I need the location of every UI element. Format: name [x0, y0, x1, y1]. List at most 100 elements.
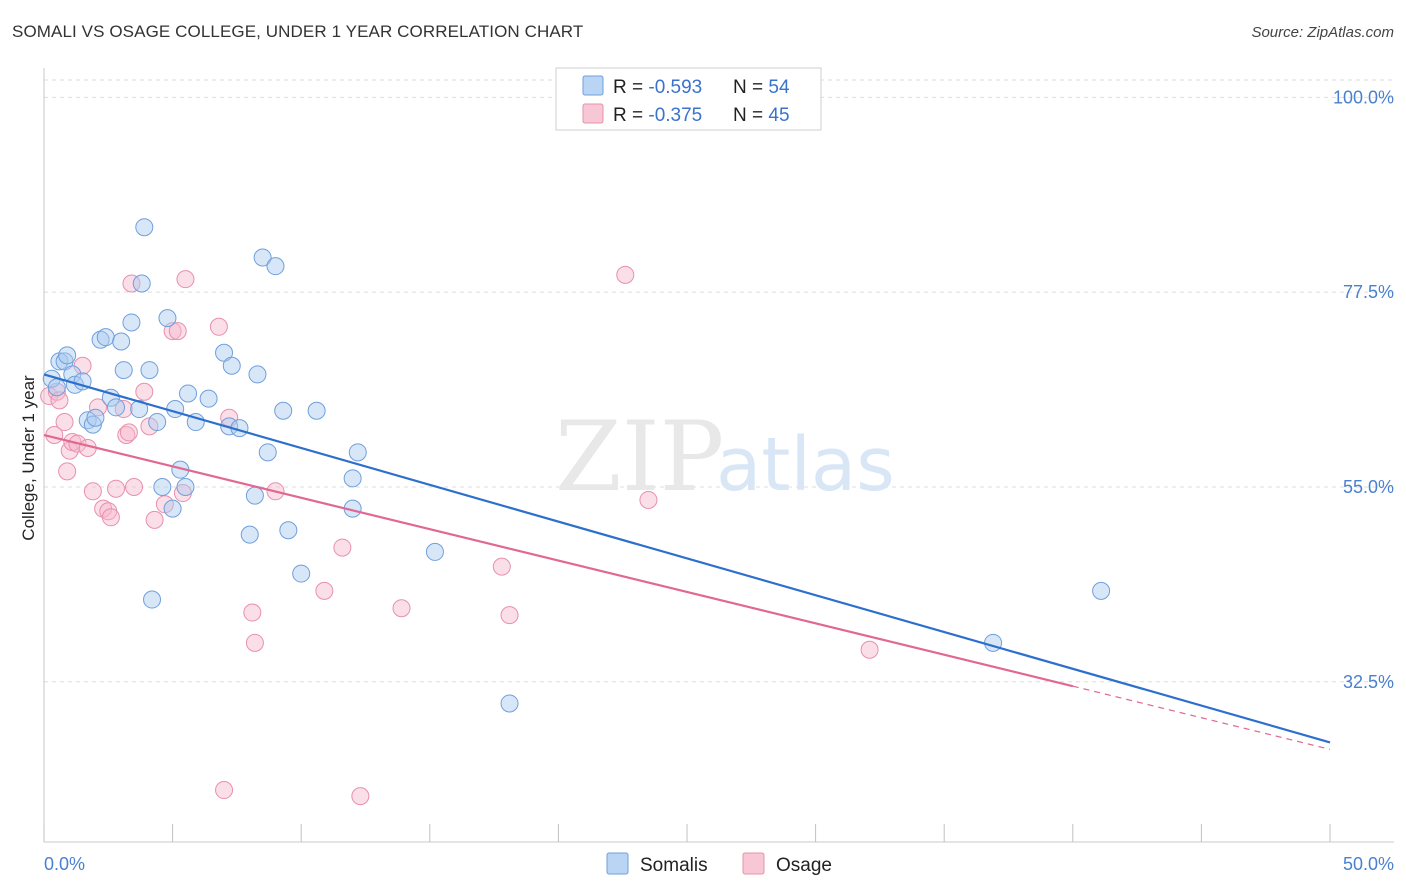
osage-point	[168, 322, 187, 341]
watermark: ZIP atlas	[555, 401, 895, 513]
osage-point	[351, 787, 370, 806]
somali-point	[166, 400, 185, 419]
somali-point	[245, 486, 264, 505]
somali-point	[425, 542, 444, 561]
osage-point	[315, 581, 334, 600]
osage-point	[89, 398, 108, 417]
legend-row-somalis: R = -0.593	[613, 77, 702, 98]
somali-point	[307, 401, 326, 420]
osage-point	[83, 482, 102, 501]
axes	[43, 68, 1394, 843]
y-tick-labels: 32.5% 55.0% 77.5% 100.0%	[1333, 87, 1394, 691]
bottom-legend-swatch-somalis	[606, 852, 629, 875]
gridlines	[44, 79, 1394, 683]
somali-point	[143, 590, 162, 609]
osage-point	[145, 510, 164, 529]
somali-point	[148, 413, 167, 432]
watermark-zip: ZIP	[555, 401, 724, 513]
osage-point	[392, 599, 411, 618]
somali-point	[343, 469, 362, 488]
osage-point	[176, 270, 195, 289]
osage-point	[122, 274, 141, 293]
bottom-legend-swatch-osage	[742, 852, 765, 875]
somali-point	[114, 361, 133, 380]
somali-point	[248, 365, 267, 384]
legend-n-somalis: N = 54	[733, 77, 790, 98]
somali-point	[199, 389, 218, 408]
osage-point	[55, 413, 74, 432]
somali-point	[500, 694, 519, 713]
somali-point	[83, 415, 102, 434]
somali-point	[135, 218, 154, 237]
somali-point	[266, 257, 285, 276]
y-axis-title: College, Under 1 year	[19, 375, 38, 541]
bottom-legend-label-osage: Osage	[776, 855, 832, 876]
somali-point	[163, 499, 182, 518]
somali-point	[176, 477, 195, 496]
somali-point	[240, 525, 259, 544]
osage-point	[243, 603, 262, 622]
somali-point	[112, 332, 131, 351]
osage-point	[117, 426, 136, 445]
somali-point	[153, 477, 172, 496]
somali-point	[1092, 581, 1111, 600]
legend-row-osage: R = -0.375	[613, 105, 702, 126]
series-legend: Somalis Osage	[606, 852, 832, 876]
x-tick-label-min: 0.0%	[44, 854, 85, 874]
bottom-legend-label-somalis: Somalis	[640, 855, 708, 876]
somali-point	[253, 248, 272, 267]
osage-point	[500, 606, 519, 625]
somali-point	[91, 330, 110, 349]
chart-source: Source: ZipAtlas.com	[1251, 24, 1394, 41]
x-tick-labels: 0.0% 50.0%	[44, 854, 1394, 874]
somali-series	[42, 218, 1111, 713]
osage-point	[616, 265, 635, 284]
stats-legend: R = -0.593 N = 54 R = -0.375 N = 45	[555, 67, 822, 131]
osage-point	[860, 640, 879, 659]
osage-point	[101, 508, 120, 527]
osage-point	[215, 781, 234, 800]
osage-point	[125, 477, 144, 496]
somali-point	[58, 346, 77, 365]
osage-point	[135, 382, 154, 401]
y-tick-label: 32.5%	[1343, 672, 1394, 692]
osage-point	[114, 400, 133, 419]
somali-point	[186, 413, 205, 432]
osage-point	[119, 423, 138, 442]
trendlines	[43, 373, 1331, 750]
somali-point	[101, 388, 120, 407]
x-tick-label-max: 50.0%	[1343, 854, 1394, 874]
y-tick-label: 100.0%	[1333, 87, 1394, 107]
somali-point	[140, 361, 159, 380]
somali-point	[292, 564, 311, 583]
osage-point	[333, 538, 352, 557]
somali-trendline	[43, 373, 1331, 744]
legend-n-osage: N = 45	[733, 105, 790, 126]
osage-point	[492, 557, 511, 576]
somali-point	[258, 443, 277, 462]
watermark-atlas: atlas	[716, 422, 895, 508]
osage-point	[245, 633, 264, 652]
somali-point	[122, 313, 141, 332]
somali-point	[222, 356, 241, 375]
osage-series	[40, 265, 879, 806]
somali-point	[107, 398, 126, 417]
legend-swatch-osage	[582, 103, 604, 124]
somali-point	[279, 521, 298, 540]
somali-point	[47, 378, 66, 397]
legend-swatch-somalis	[582, 75, 604, 96]
somali-point	[86, 408, 105, 427]
chart-title: SOMALI VS OSAGE COLLEGE, UNDER 1 YEAR CO…	[12, 22, 584, 41]
somali-point	[274, 401, 293, 420]
osage-point	[58, 462, 77, 481]
osage-point	[107, 479, 126, 498]
somali-point	[132, 274, 151, 293]
osage-trendline-extension	[1072, 685, 1331, 750]
y-tick-label: 77.5%	[1343, 282, 1394, 302]
osage-trendline	[43, 433, 1074, 688]
somali-point	[179, 384, 198, 403]
y-tick-label: 55.0%	[1343, 477, 1394, 497]
somali-point	[158, 309, 177, 328]
osage-point	[209, 317, 228, 336]
